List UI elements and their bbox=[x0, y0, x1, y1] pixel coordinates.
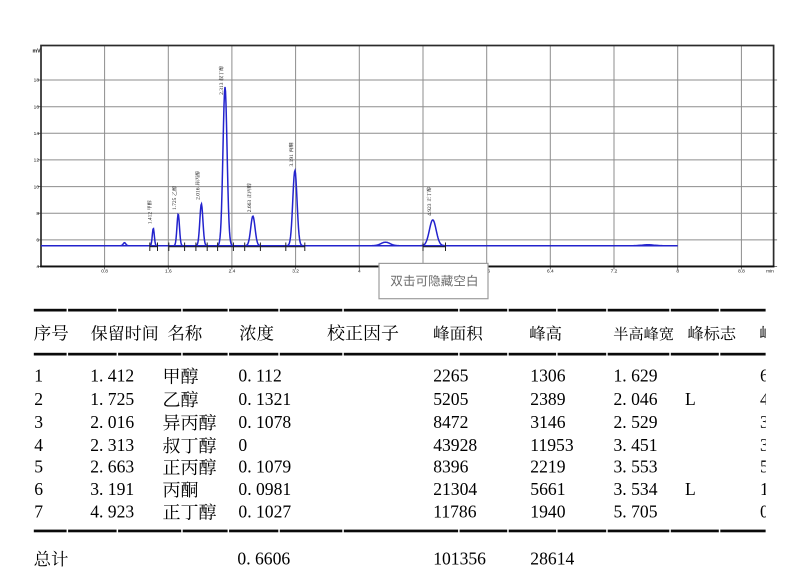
svg-text:3.534: 3. 534 bbox=[614, 479, 658, 499]
svg-text:1.412: 1.412 bbox=[90, 366, 134, 386]
svg-text:21304: 21304 bbox=[433, 479, 477, 499]
svg-text:3.2: 3.2 bbox=[292, 269, 299, 275]
svg-text:0: 0 bbox=[238, 435, 247, 455]
svg-text:7: 7 bbox=[34, 501, 43, 521]
svg-text:L: L bbox=[685, 479, 696, 499]
svg-text:8472: 8472 bbox=[433, 412, 468, 432]
svg-text:5: 5 bbox=[34, 457, 43, 477]
svg-text:1.629: 1. 629 bbox=[614, 366, 658, 386]
svg-text:2.313: 2.313 bbox=[90, 435, 134, 455]
svg-text:4: 4 bbox=[36, 264, 39, 270]
svg-text:3: 3 bbox=[34, 412, 43, 432]
svg-text:8.8: 8.8 bbox=[738, 269, 745, 275]
svg-text:2.313: 2.313 bbox=[219, 82, 225, 95]
svg-text:3: 3 bbox=[760, 412, 769, 432]
svg-text:2219: 2219 bbox=[530, 457, 565, 477]
svg-text:3: 3 bbox=[760, 435, 769, 455]
svg-text:7.2: 7.2 bbox=[611, 269, 618, 275]
svg-text:2: 2 bbox=[34, 389, 43, 409]
svg-text:6: 6 bbox=[34, 479, 43, 499]
svg-text:1306: 1306 bbox=[530, 366, 565, 386]
svg-text:3.191: 3.191 bbox=[90, 479, 134, 499]
svg-text:1.725: 1.725 bbox=[172, 197, 178, 210]
svg-text:0: 0 bbox=[760, 501, 769, 521]
svg-text:43928: 43928 bbox=[433, 435, 477, 455]
svg-text:2.016: 2.016 bbox=[90, 412, 134, 432]
svg-text:3.553: 3. 553 bbox=[614, 457, 658, 477]
svg-text:0.1321: 0. 1321 bbox=[238, 389, 291, 409]
svg-text:4.923: 4.923 bbox=[427, 203, 433, 216]
svg-text:11786: 11786 bbox=[433, 501, 477, 521]
svg-text:1.725: 1.725 bbox=[90, 389, 134, 409]
svg-text:5205: 5205 bbox=[433, 389, 468, 409]
svg-text:3.191: 3.191 bbox=[289, 154, 295, 167]
svg-text:1.6: 1.6 bbox=[165, 269, 172, 275]
svg-text:mV: mV bbox=[33, 49, 42, 55]
svg-text:8: 8 bbox=[36, 211, 39, 217]
svg-text:6: 6 bbox=[760, 366, 769, 386]
svg-text:1: 1 bbox=[34, 366, 43, 386]
svg-text:4: 4 bbox=[760, 389, 769, 409]
svg-text:3.451: 3. 451 bbox=[614, 435, 658, 455]
svg-text:L: L bbox=[685, 389, 696, 409]
svg-text:min: min bbox=[766, 269, 774, 275]
svg-text:3146: 3146 bbox=[530, 412, 565, 432]
svg-text:0.112: 0. 112 bbox=[238, 366, 281, 386]
svg-text:6: 6 bbox=[36, 238, 39, 244]
svg-text:0.1079: 0. 1079 bbox=[238, 457, 291, 477]
svg-text:14: 14 bbox=[34, 131, 40, 137]
svg-text:2.663: 2.663 bbox=[90, 457, 134, 477]
svg-text:1940: 1940 bbox=[530, 501, 565, 521]
svg-text:5: 5 bbox=[760, 457, 769, 477]
svg-text:0.1078: 0. 1078 bbox=[238, 412, 291, 432]
svg-text:2.016: 2.016 bbox=[195, 187, 201, 200]
svg-text:4.923: 4.923 bbox=[90, 501, 134, 521]
svg-text:18: 18 bbox=[34, 78, 40, 84]
svg-text:2.046: 2. 046 bbox=[614, 389, 658, 409]
svg-text:1: 1 bbox=[760, 479, 769, 499]
svg-text:6.4: 6.4 bbox=[547, 269, 554, 275]
svg-text:4: 4 bbox=[34, 435, 43, 455]
svg-text:12: 12 bbox=[34, 158, 40, 164]
svg-text:2.529: 2. 529 bbox=[614, 412, 658, 432]
svg-text:2.663: 2.663 bbox=[247, 200, 253, 213]
svg-text:5.705: 5. 705 bbox=[614, 501, 658, 521]
svg-text:0.0981: 0. 0981 bbox=[238, 479, 291, 499]
svg-text:11953: 11953 bbox=[530, 435, 574, 455]
svg-text:0.6606: 0. 6606 bbox=[237, 548, 290, 568]
svg-text:8396: 8396 bbox=[433, 457, 468, 477]
svg-text:0.8: 0.8 bbox=[101, 269, 108, 275]
svg-text:1.412: 1.412 bbox=[147, 212, 153, 225]
svg-text:0.1027: 0. 1027 bbox=[238, 501, 291, 521]
svg-text:101356: 101356 bbox=[433, 548, 486, 568]
svg-text:2.4: 2.4 bbox=[229, 269, 236, 275]
svg-text:28614: 28614 bbox=[530, 548, 574, 568]
svg-text:4: 4 bbox=[358, 269, 361, 275]
svg-text:16: 16 bbox=[34, 104, 40, 110]
svg-text:2265: 2265 bbox=[433, 366, 468, 386]
svg-text:10: 10 bbox=[34, 184, 40, 190]
svg-text:8: 8 bbox=[676, 269, 679, 275]
svg-text:5661: 5661 bbox=[530, 479, 565, 499]
svg-text:2389: 2389 bbox=[530, 389, 565, 409]
